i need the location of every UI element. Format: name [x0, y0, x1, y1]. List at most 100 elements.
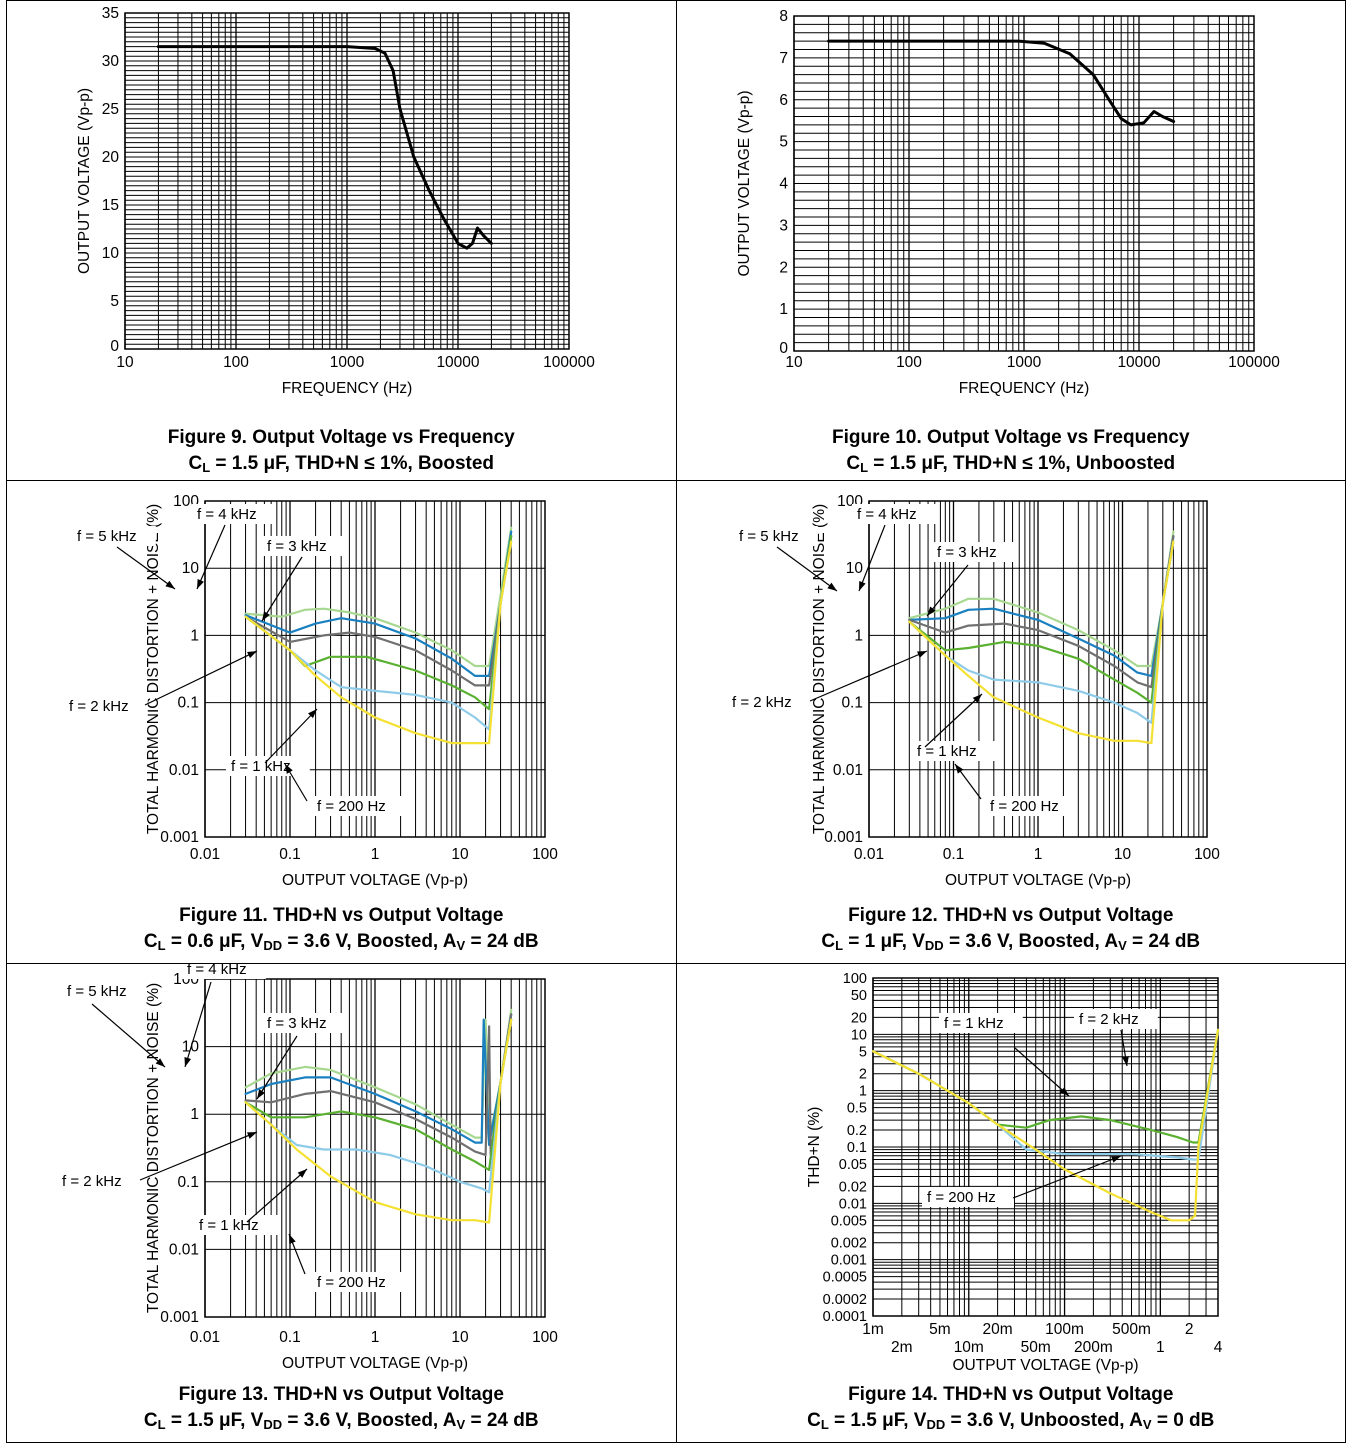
annotation-box	[262, 1013, 346, 1033]
figure-10-chart: 0 1 2 3 4 5 6 7 8 10 100 1000 10000 100000 FREQUENCY (…	[736, 8, 1280, 397]
x-tick-label: 0.1	[279, 846, 301, 863]
arrow-head	[1059, 1087, 1069, 1096]
y-tick-label: 0.1	[177, 1174, 199, 1191]
annotation-arrow	[144, 650, 258, 706]
x-tick-label: 100	[532, 846, 558, 863]
y-tick-label: 0.5	[846, 1101, 866, 1117]
annotation-box	[921, 1187, 1014, 1207]
series-line-0	[156, 45, 493, 250]
y-tick-label: 2	[858, 1067, 866, 1083]
figure-10-cell: 0 1 2 3 4 5 6 7 8 10 100 1000 10000 100000 FREQUENCY (…	[675, 0, 1346, 481]
y-tick-label: 10	[182, 560, 200, 577]
y-tick-label: 10	[102, 245, 120, 262]
figure-14-caption: Figure 14. THD+N vs Output Voltage CL = …	[677, 1382, 1346, 1434]
x-tick-label: 2m	[891, 1339, 913, 1356]
x-tick-label: 1m	[862, 1321, 884, 1338]
x-tick-label: 0.01	[190, 1329, 220, 1346]
x-tick-label: 10	[451, 846, 469, 863]
annotation-box	[938, 1013, 1023, 1033]
x-tick-label: 0.1	[942, 846, 964, 863]
series-line-2	[244, 535, 513, 687]
x-tick-label: 10	[785, 354, 803, 371]
y-tick-label: 7	[779, 50, 788, 67]
annotation-box	[192, 504, 276, 524]
x-tick-label: 50m	[1020, 1339, 1050, 1356]
annotation-arrow	[264, 708, 318, 764]
x-tick-label: 100	[532, 1329, 558, 1346]
x-axis-label: OUTPUT VOLTAGE (Vp-p)	[944, 872, 1130, 889]
annotation-arrow	[857, 524, 886, 592]
y-tick-label: 0.002	[830, 1236, 866, 1252]
y-tick-label: 20	[850, 1010, 866, 1026]
series-line-5	[244, 1018, 513, 1224]
y-axis-label: TOTAL HARMONIC DISTORTION + NOISE (%)	[811, 504, 828, 834]
arrow-head	[184, 1057, 192, 1067]
arrow-head	[916, 651, 927, 658]
figure-12-cell: 0.001 0.01 0.1 1 10 100 0.01 0.1 1 10 100 OUTPUT VO…	[675, 480, 1346, 964]
annotation-arrow	[196, 524, 226, 590]
annotation-arrow	[91, 1003, 166, 1068]
figure-13-cell: 0.001 0.01 0.1 1 10 100 0.01 0.1 1 10 100 OUTPUT VO…	[6, 963, 677, 1443]
x-tick-label: 500m	[1112, 1321, 1151, 1338]
annotation-label: f = 4 kHz	[187, 964, 247, 978]
y-tick-label: 1	[779, 301, 788, 318]
figure-10-title: Figure 10. Output Voltage vs Frequency	[831, 427, 1190, 448]
x-tick-label: 10000	[1117, 354, 1160, 371]
x-tick-label: 0.01	[190, 846, 220, 863]
figure-9-caption: Figure 9. Output Voltage vs Frequency CL…	[7, 425, 676, 477]
y-tick-label: 1	[858, 1084, 866, 1100]
y-tick-label: 0.0002	[822, 1292, 866, 1308]
figure-13-caption: Figure 13. THD+N vs Output Voltage CL = …	[7, 1382, 676, 1434]
series-line-5	[244, 540, 513, 745]
figure-14-subtitle: CL = 1.5 μF, VDD = 3.6 V, Unboosted, AV …	[807, 1410, 1215, 1432]
y-tick-label: 0.02	[838, 1179, 866, 1195]
x-tick-label: 100000	[543, 354, 595, 371]
annotation-box	[312, 1272, 404, 1292]
y-tick-label: 5	[858, 1044, 866, 1060]
series-line-4	[244, 1018, 513, 1194]
x-tick-label: 10	[116, 354, 134, 371]
y-tick-label: 25	[102, 101, 119, 118]
x-tick-label: 20m	[982, 1321, 1012, 1338]
y-tick-label: 0.005	[830, 1213, 866, 1229]
y-tick-label: 35	[102, 5, 119, 22]
annotation-label: f = 5 kHz	[739, 528, 799, 545]
figure-13-title: Figure 13. THD+N vs Output Voltage	[178, 1384, 504, 1405]
arrow-head	[308, 709, 317, 719]
annotation-label: f = 200 Hz	[317, 798, 386, 815]
y-tick-label: 0.01	[832, 762, 862, 779]
x-tick-label: 0.01	[853, 846, 883, 863]
figure-14-chart: 0.00010.00020.00050.0010.0020.0050.010.0…	[806, 971, 1223, 1374]
y-tick-label: 0	[110, 338, 119, 355]
arrow-head	[1121, 1056, 1129, 1066]
y-tick-label: 10	[845, 560, 863, 577]
figure-12-caption: Figure 12. THD+N vs Output Voltage CL = …	[677, 903, 1346, 955]
y-tick-label: 0.1	[841, 695, 863, 712]
figure-11-cell: 0.001 0.01 0.1 1 10 100 0.01 0.1 1 10 100 OUTPUT VO…	[6, 480, 677, 964]
y-tick-label: 10	[850, 1027, 866, 1043]
x-tick-label: 10	[451, 1329, 469, 1346]
y-tick-label: 0.2	[846, 1123, 866, 1139]
y-tick-label: 6	[779, 92, 788, 109]
annotation-label: f = 2 kHz	[62, 1173, 122, 1190]
figure-13-subtitle: CL = 1.5 μF, VDD = 3.6 V, Boosted, AV = …	[143, 1410, 539, 1432]
figure-14-title: Figure 14. THD+N vs Output Voltage	[848, 1384, 1174, 1405]
annotation-arrow	[1014, 1047, 1069, 1097]
arrow-head	[257, 1089, 265, 1099]
y-tick-label: 0.01	[838, 1196, 866, 1212]
annotation-arrow	[261, 556, 303, 622]
arrow-head	[262, 611, 270, 621]
annotation-box	[931, 542, 1016, 562]
figure-grid: 0 5 10 15 20 25 30 35 10 100 1000 10000 100000 FREQUE…	[6, 0, 1346, 1443]
annotation-label: f = 3 kHz	[937, 544, 997, 561]
y-tick-label: 100	[842, 971, 866, 987]
annotation-box	[984, 796, 1077, 816]
annotation-label: f = 200 Hz	[317, 1274, 386, 1291]
x-tick-label: 10	[1113, 846, 1131, 863]
x-tick-label: 5m	[929, 1321, 951, 1338]
series-line-2	[871, 1028, 1219, 1222]
series-line-0	[826, 39, 1175, 127]
annotation-label: f = 5 kHz	[67, 983, 127, 1000]
figure-9-cell: 0 5 10 15 20 25 30 35 10 100 1000 10000 100000 FREQUE…	[6, 0, 677, 481]
x-tick-label: 1000	[1006, 354, 1041, 371]
